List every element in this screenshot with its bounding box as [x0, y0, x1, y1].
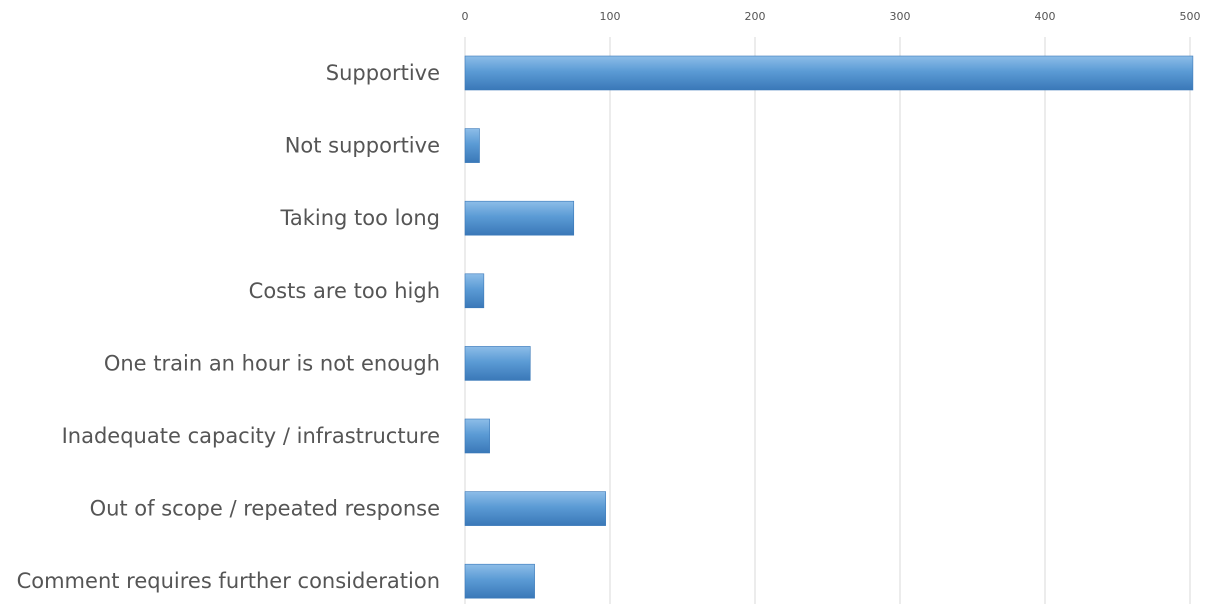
category-label: One train an hour is not enough	[104, 351, 440, 375]
bar	[464, 563, 535, 599]
bar	[464, 491, 606, 526]
category-label: Supportive	[326, 61, 440, 85]
x-tick-label: 500	[1180, 10, 1201, 23]
x-tick-label: 0	[462, 10, 469, 23]
category-label: Comment requires further consideration	[17, 569, 440, 593]
bar	[464, 55, 1194, 91]
category-label: Inadequate capacity / infrastructure	[62, 424, 440, 448]
bar	[464, 418, 490, 454]
x-axis-tick-labels: 0 100 200 300 400 500	[462, 10, 1201, 23]
category-label: Not supportive	[285, 134, 440, 158]
x-tick-label: 400	[1035, 10, 1056, 23]
x-tick-label: 100	[600, 10, 621, 23]
category-label: Taking too long	[280, 206, 440, 230]
category-labels: Supportive Not supportive Taking too long C…	[17, 61, 440, 593]
bar	[464, 200, 575, 236]
bar	[464, 273, 485, 309]
bars	[464, 55, 1194, 599]
x-tick-label: 200	[745, 10, 766, 23]
category-label: Out of scope / repeated response	[90, 497, 440, 521]
bar	[464, 346, 531, 381]
x-tick-label: 300	[890, 10, 911, 23]
bar	[464, 128, 480, 163]
category-label: Costs are too high	[249, 279, 440, 303]
